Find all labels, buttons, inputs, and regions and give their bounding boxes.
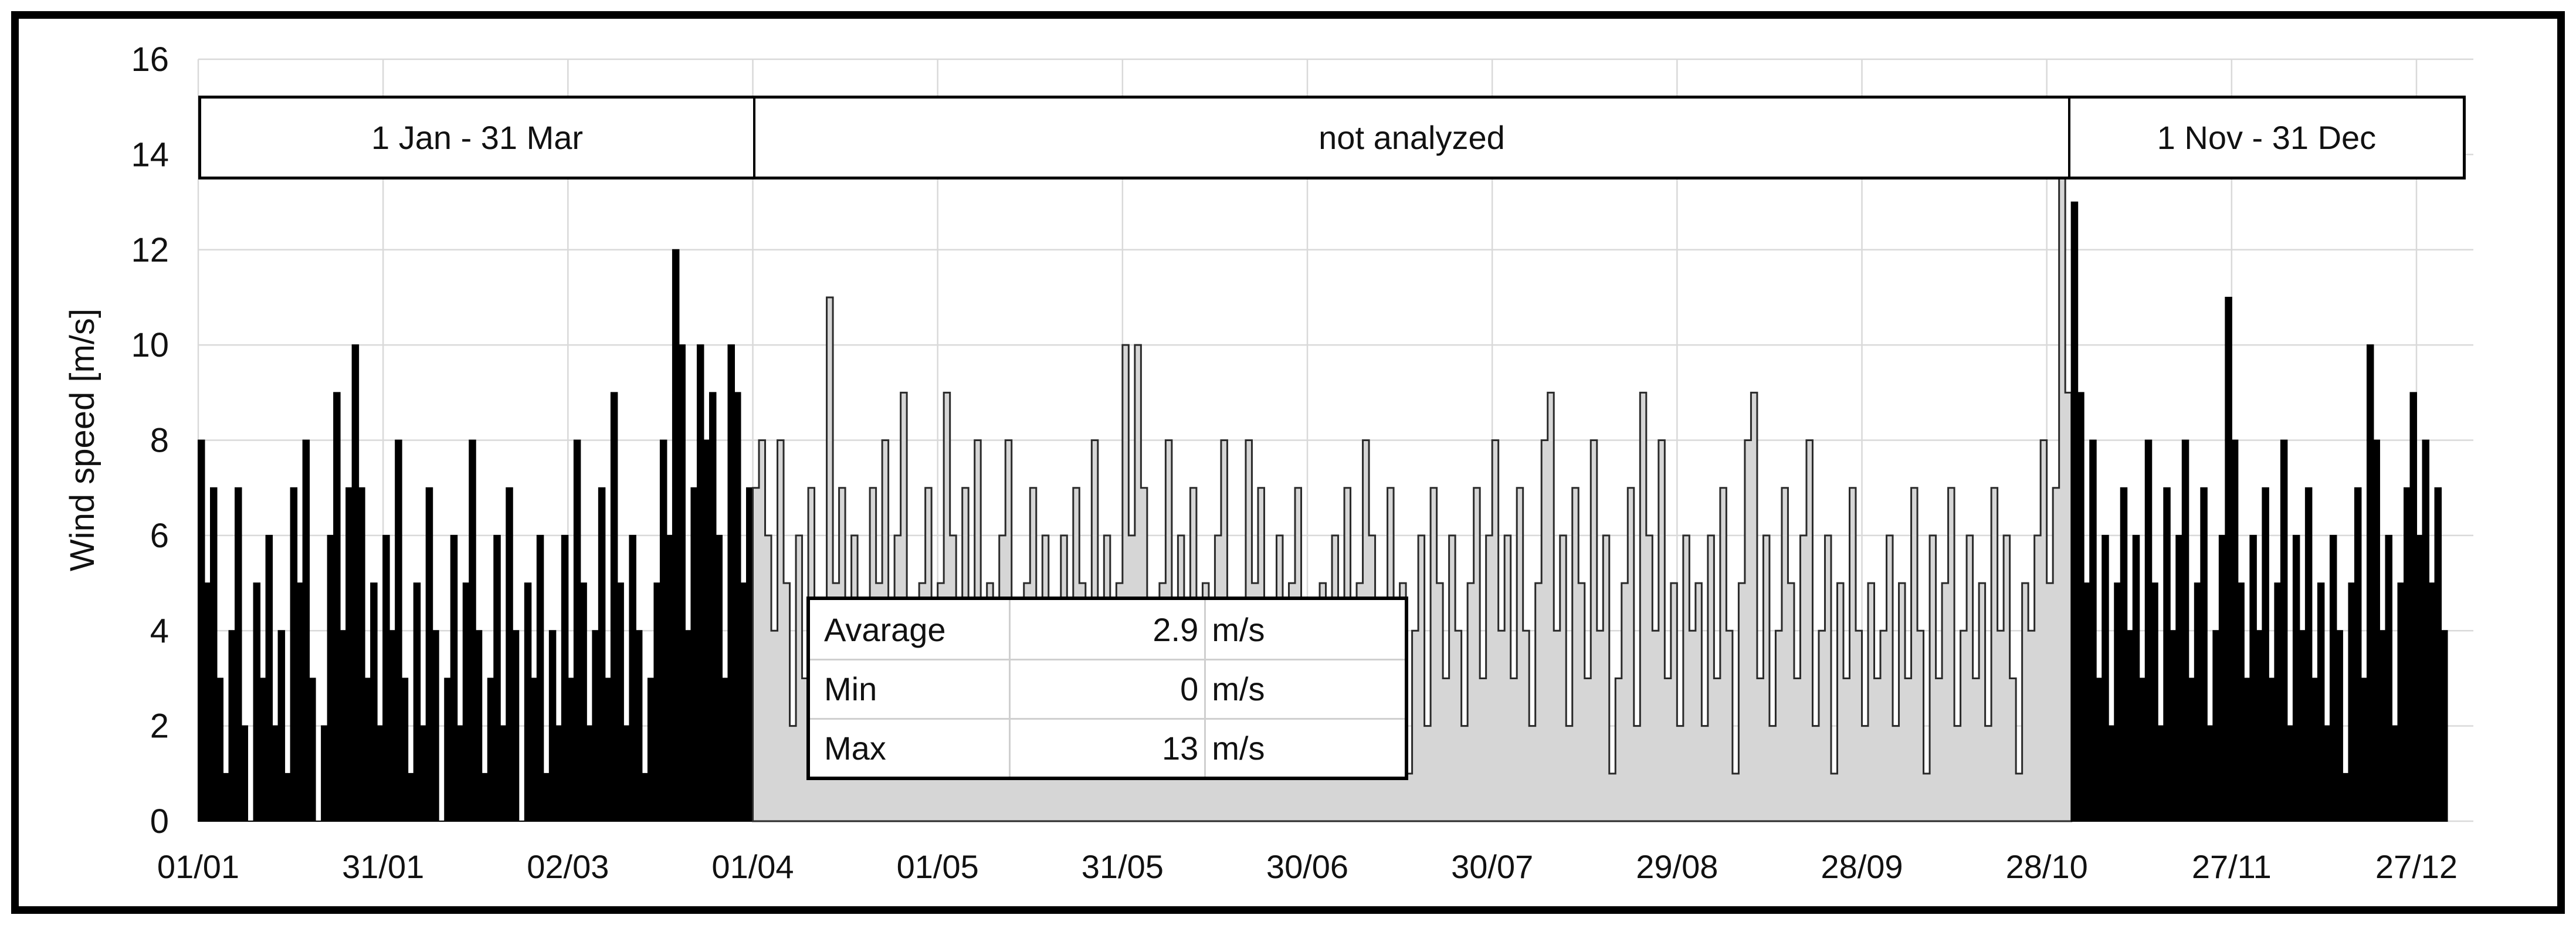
x-tick-label-27/12: 27/12 bbox=[2375, 848, 2458, 885]
y-axis-title: Wind speed [m/s] bbox=[63, 309, 101, 571]
x-tick-label-27/11: 27/11 bbox=[2192, 848, 2272, 885]
x-tick-label-30/07: 30/07 bbox=[1451, 848, 1533, 885]
stats-value-max: 13 bbox=[1008, 717, 1205, 777]
period-annotation-row: 1 Jan - 31 Mar not analyzed 1 Nov - 31 Dec bbox=[198, 96, 2466, 179]
stats-label-average: Avarage bbox=[824, 611, 946, 648]
x-tick-label-31/05: 31/05 bbox=[1082, 848, 1164, 885]
y-tick-label-10: 10 bbox=[131, 326, 169, 364]
x-tick-label-31/01: 31/01 bbox=[342, 848, 424, 885]
series-solid-black-area bbox=[198, 249, 754, 822]
x-tick-label-30/06: 30/06 bbox=[1266, 848, 1348, 885]
y-tick-label-8: 8 bbox=[150, 422, 169, 460]
y-tick-label-12: 12 bbox=[131, 231, 169, 269]
stats-label-min: Min bbox=[810, 659, 1009, 717]
annotation-1-jan-31-mar: 1 Jan - 31 Mar bbox=[371, 119, 584, 156]
x-tick-label-01/04: 01/04 bbox=[711, 848, 794, 885]
x-tick-label-01/05: 01/05 bbox=[897, 848, 979, 885]
y-tick-label-6: 6 bbox=[150, 517, 169, 555]
axis-ticks-layer: 0 2 4 6 8 10 12 14 16 01/01 31/01 02/03 01/04 01/05 31… bbox=[131, 40, 2458, 885]
x-tick-label-01/01: 01/01 bbox=[157, 848, 239, 885]
y-tick-label-0: 0 bbox=[150, 802, 169, 841]
stats-unit-average: m/s bbox=[1204, 600, 1405, 659]
y-tick-label-2: 2 bbox=[150, 707, 169, 746]
x-tick-label-28/10: 28/10 bbox=[2006, 848, 2088, 885]
stats-value-average: 2.9 bbox=[1008, 600, 1205, 659]
annotation-1-nov-31-dec: 1 Nov - 31 Dec bbox=[2067, 99, 2463, 177]
stats-value-min: 0 bbox=[1008, 659, 1205, 718]
x-tick-label-28/09: 28/09 bbox=[1821, 848, 1903, 885]
x-tick-label-29/08: 29/08 bbox=[1636, 848, 1718, 885]
y-tick-label-14: 14 bbox=[131, 135, 169, 174]
x-tick-label-02/03: 02/03 bbox=[527, 848, 609, 885]
stats-table: Avarage 2.9 m/s Min 0 m/s Max 13 m/s bbox=[806, 597, 1408, 780]
stats-label-max: Max bbox=[810, 717, 1009, 777]
stats-unit-min: m/s bbox=[1204, 659, 1405, 718]
series-solid-black-area bbox=[2070, 201, 2448, 822]
y-tick-label-4: 4 bbox=[150, 612, 169, 650]
y-tick-label-16: 16 bbox=[131, 40, 169, 79]
annotation-not-analyzed: not analyzed bbox=[753, 99, 2068, 177]
stats-unit-max: m/s bbox=[1204, 717, 1405, 777]
